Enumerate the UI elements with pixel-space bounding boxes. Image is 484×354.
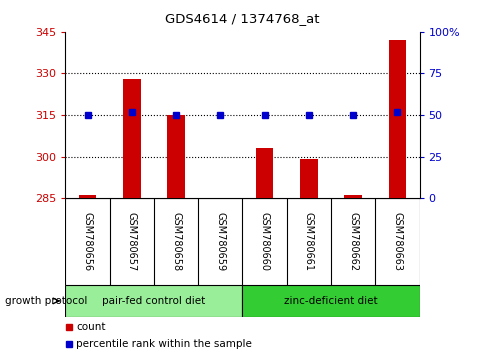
Bar — [242, 285, 419, 317]
Text: count: count — [76, 322, 106, 332]
Bar — [255, 148, 273, 198]
Bar — [123, 79, 140, 198]
Text: GSM780657: GSM780657 — [127, 212, 136, 271]
Text: GSM780659: GSM780659 — [215, 212, 225, 271]
Text: GSM780658: GSM780658 — [171, 212, 181, 271]
Text: zinc-deficient diet: zinc-deficient diet — [284, 296, 377, 306]
Bar — [65, 285, 242, 317]
Text: pair-fed control diet: pair-fed control diet — [102, 296, 205, 306]
Bar — [167, 115, 184, 198]
Text: percentile rank within the sample: percentile rank within the sample — [76, 339, 252, 349]
Bar — [388, 40, 406, 198]
Text: GSM780656: GSM780656 — [82, 212, 92, 271]
Text: GSM780661: GSM780661 — [303, 212, 313, 271]
Bar — [300, 159, 317, 198]
Text: GDS4614 / 1374768_at: GDS4614 / 1374768_at — [165, 12, 319, 25]
Text: GSM780663: GSM780663 — [392, 212, 402, 271]
Bar — [344, 195, 361, 198]
Text: growth protocol: growth protocol — [5, 296, 87, 306]
Text: GSM780660: GSM780660 — [259, 212, 269, 271]
Text: GSM780662: GSM780662 — [348, 212, 357, 271]
Bar — [65, 198, 419, 285]
Bar — [78, 195, 96, 198]
